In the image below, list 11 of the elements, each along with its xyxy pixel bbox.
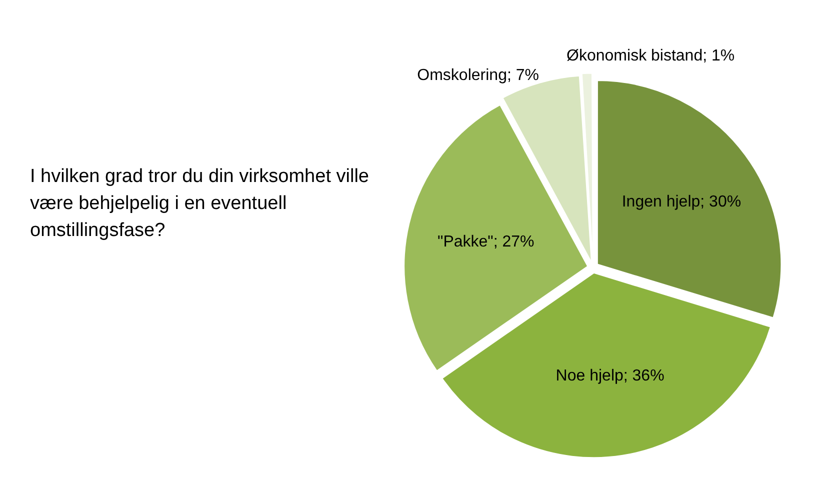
data-label: ; 36% [623, 368, 664, 385]
data-label: ; 27% [493, 233, 534, 250]
slice-label: Ingen hjelp [622, 193, 700, 210]
slice-label: "Pakke" [438, 233, 494, 250]
slice-label: Noe hjelp [556, 368, 624, 385]
data-label: ; 1% [702, 48, 735, 65]
data-label: ; 7% [506, 67, 539, 84]
slice-label: Økonomisk bistand [566, 48, 703, 65]
data-label: ; 30% [700, 193, 742, 210]
slice-label: Omskolering [417, 67, 507, 84]
text: I hvilken grad tror du din virksomhet ville være behjelpelig i en eventuell omstillingsfase? [30, 165, 370, 243]
